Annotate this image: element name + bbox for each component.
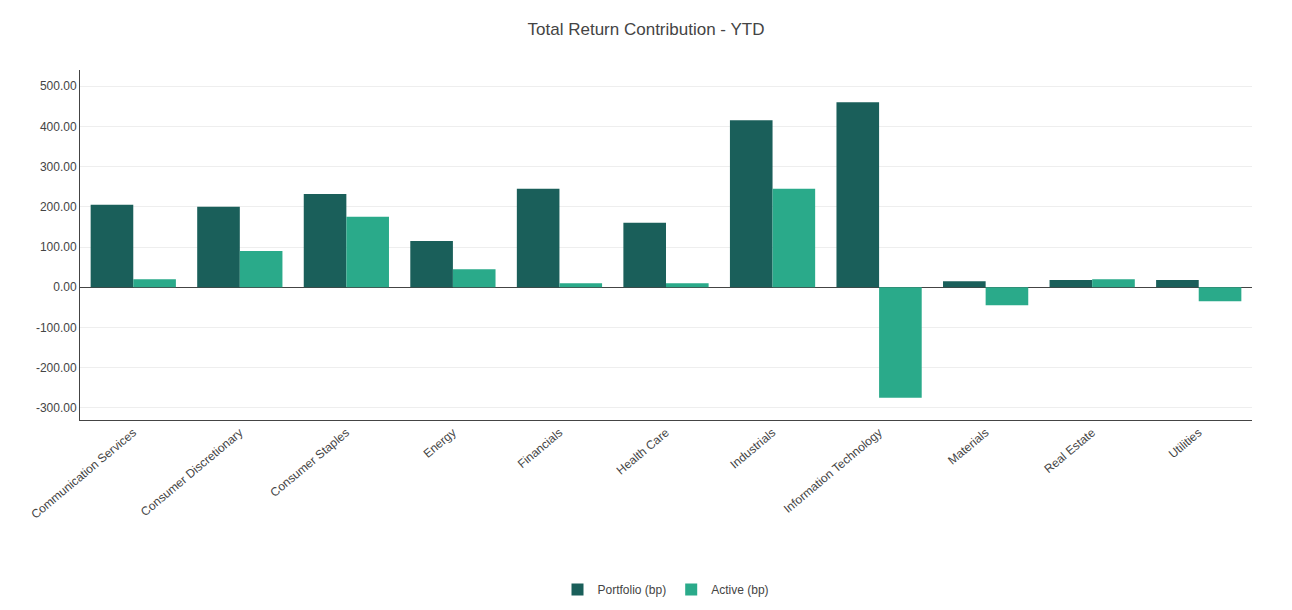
svg-text:Portfolio (bp): Portfolio (bp) [598,583,667,597]
svg-text:Energy: Energy [421,426,459,461]
svg-text:Financials: Financials [515,426,565,471]
svg-text:-200.00: -200.00 [36,361,77,375]
svg-text:Industrials: Industrials [727,426,778,472]
svg-text:-100.00: -100.00 [36,321,77,335]
svg-text:0.00: 0.00 [53,280,77,294]
svg-text:Consumer Discretionary: Consumer Discretionary [138,426,246,519]
svg-text:400.00: 400.00 [40,120,77,134]
svg-text:Consumer Staples: Consumer Staples [268,426,353,500]
svg-text:Total Return Contribution - YT: Total Return Contribution - YTD [528,20,765,39]
svg-text:Real Estate: Real Estate [1041,425,1098,476]
svg-text:Utilities: Utilities [1166,426,1205,462]
svg-text:Active (bp): Active (bp) [711,583,768,597]
svg-text:100.00: 100.00 [40,240,77,254]
svg-text:Communication Services: Communication Services [28,426,139,522]
svg-text:Health Care: Health Care [614,425,672,477]
svg-text:Materials: Materials [945,426,991,468]
svg-text:300.00: 300.00 [40,160,77,174]
svg-text:Information Technology: Information Technology [781,426,885,516]
svg-text:200.00: 200.00 [40,200,77,214]
svg-text:-300.00: -300.00 [36,401,77,415]
svg-text:500.00: 500.00 [40,79,77,93]
